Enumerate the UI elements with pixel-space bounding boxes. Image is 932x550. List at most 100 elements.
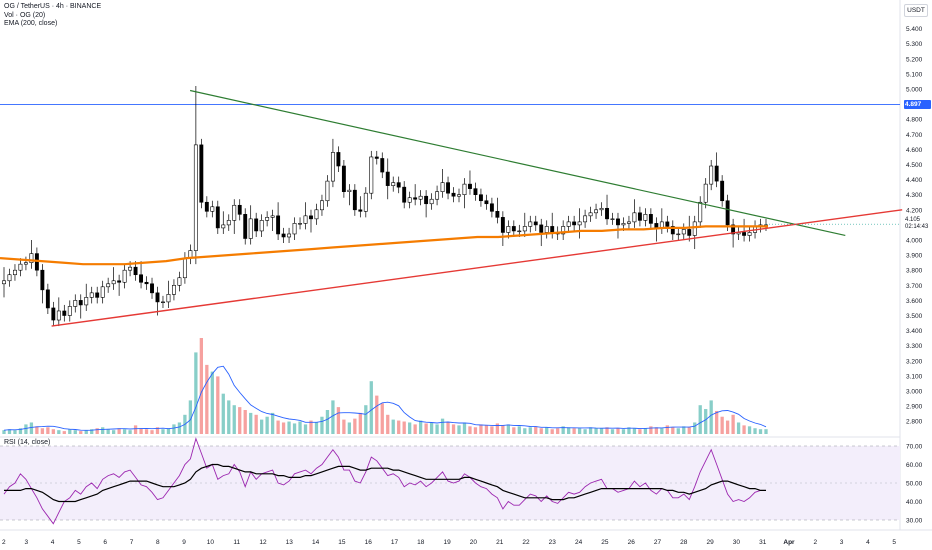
bullish-candle [325, 180, 330, 202]
volume-bar [506, 424, 510, 434]
bullish-candle [161, 301, 165, 304]
time-tick-label: 5 [77, 539, 81, 546]
bullish-candle [287, 233, 292, 238]
time-tick-label: 14 [312, 539, 320, 546]
price-tick-label: 2.800 [906, 419, 923, 426]
bullish-candle [610, 218, 615, 220]
volume-bar [720, 416, 724, 434]
volume-bar [671, 427, 675, 434]
price-tick-label: 5.100 [906, 71, 923, 78]
rsi-legend[interactable]: RSI (14, close) [4, 439, 51, 446]
volume-bar [495, 423, 500, 434]
volume-bar [610, 429, 615, 434]
volume-bar [473, 427, 478, 434]
bearish-candle [374, 156, 379, 159]
bullish-candle [265, 217, 270, 221]
volume-bar [281, 422, 286, 434]
bearish-candle [665, 221, 670, 227]
volume-bar [424, 423, 428, 434]
time-tick-label: 21 [496, 539, 504, 546]
bearish-candle [402, 186, 407, 203]
volume-bar [139, 428, 143, 434]
bearish-candle [254, 218, 259, 232]
volume-bar [243, 410, 247, 434]
bullish-candle [632, 212, 637, 223]
bearish-candle [687, 229, 692, 236]
bearish-candle [720, 180, 725, 202]
ema-legend[interactable]: EMA (200, close) [4, 20, 58, 27]
bearish-candle [572, 221, 577, 226]
bearish-candle [352, 189, 357, 211]
rsi-line [3, 437, 766, 525]
volume-bar [287, 421, 291, 434]
chart-legend: OG / TetherUS · 4h · BINANCE Vol · OG (2… [4, 3, 101, 29]
volume-bar [177, 422, 182, 434]
volume-bar [534, 426, 538, 434]
bearish-candle [276, 215, 281, 235]
volume-bar [199, 338, 203, 434]
bullish-candle [703, 183, 708, 203]
volume-bar [715, 410, 719, 434]
bearish-candle [40, 269, 45, 291]
price-tick-label: 4.000 [906, 238, 923, 245]
bullish-candle [544, 226, 549, 233]
volume-bar [18, 428, 23, 434]
bullish-candle [193, 144, 198, 251]
volume-bar [649, 426, 653, 434]
volume-bar [440, 418, 445, 434]
bearish-candle [45, 289, 50, 309]
volume-bar [599, 428, 604, 434]
volume-bar [90, 429, 94, 434]
bullish-candle [407, 197, 412, 203]
candle-countdown: 02:14:43 [905, 224, 929, 231]
time-tick-label: Apr [783, 539, 795, 546]
bullish-candle [73, 300, 78, 307]
bullish-candle [588, 212, 593, 217]
price-tick-label: 3.700 [906, 283, 923, 290]
volume-bar [238, 407, 242, 434]
volume-bar [725, 420, 730, 434]
bullish-candle [7, 274, 12, 282]
volume-bar [402, 421, 406, 434]
volume-bar [556, 428, 560, 434]
bullish-candle [429, 198, 434, 205]
volume-bar [292, 423, 297, 434]
bearish-candle [725, 200, 730, 226]
volume-bar [517, 426, 521, 434]
volume-bar [375, 395, 379, 434]
bearish-candle [385, 171, 390, 186]
bullish-candle [391, 182, 396, 186]
bearish-candle [742, 232, 747, 236]
volume-bar [95, 428, 99, 434]
volume-bar [309, 420, 313, 434]
bearish-candle [150, 283, 154, 294]
volume-bar [150, 430, 154, 434]
time-tick-label: 7 [130, 539, 134, 546]
bullish-candle [56, 310, 61, 321]
volume-legend[interactable]: Vol · OG (20) [4, 11, 46, 19]
volume-bar [46, 427, 50, 434]
bullish-candle [67, 306, 72, 316]
volume-bar [418, 420, 423, 434]
bearish-candle [533, 221, 538, 226]
price-tick-label: 3.400 [906, 328, 923, 335]
bearish-candle [237, 204, 242, 215]
bearish-candle [341, 165, 346, 192]
rsi-tick-label: 70.00 [906, 444, 923, 451]
currency-unit-badge[interactable]: USDT [904, 4, 928, 17]
volume-bar [331, 400, 335, 434]
bullish-candle [13, 269, 17, 276]
volume-bar [336, 407, 341, 434]
volume-bar [676, 428, 680, 434]
horizontal-line-price-label[interactable]: 4.897 [904, 100, 931, 110]
time-tick-label: 4 [51, 539, 55, 546]
volume-bar [2, 430, 6, 434]
symbol-legend[interactable]: OG / TetherUS · 4h · BINANCE [4, 3, 102, 10]
bearish-candle [539, 224, 544, 233]
time-tick-label: 12 [259, 539, 267, 546]
bearish-candle [144, 281, 149, 285]
bullish-candle [106, 283, 111, 288]
volume-bar [638, 429, 642, 434]
